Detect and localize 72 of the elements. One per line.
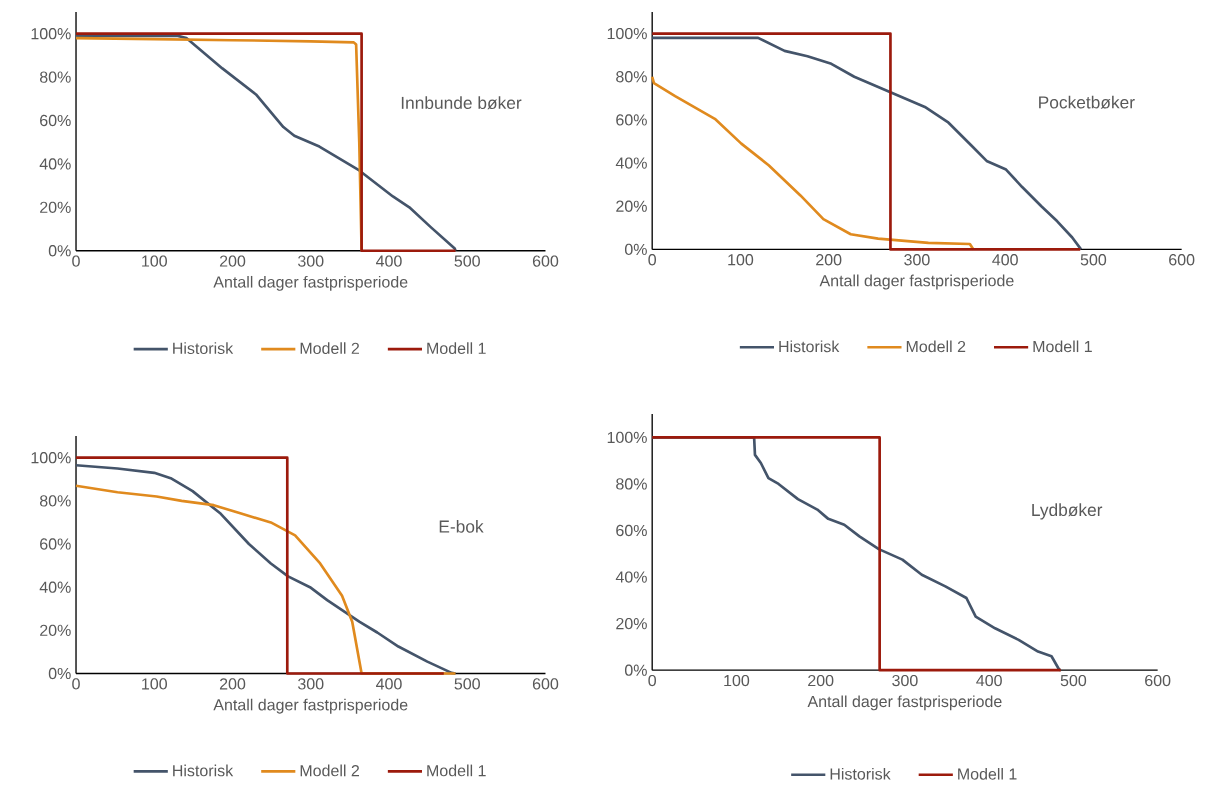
y-tick-label: 40% [39,581,71,594]
y-tick-label: 100% [31,28,71,40]
x-tick-label: 0 [648,675,657,687]
y-tick-label: 0% [624,243,647,256]
y-tick-label: 40% [39,158,71,170]
x-tick-label: 500 [454,255,480,267]
legend-label: Modell 2 [300,764,359,777]
x-tick-label: 600 [1169,254,1195,266]
x-tick-label: 200 [219,255,246,267]
x-tick-label: 100 [728,254,754,266]
x-tick-label: 600 [532,255,559,267]
x-tick-label: 300 [892,675,918,687]
y-tick-label: 80% [616,478,647,490]
legend-label: Modell 1 [427,342,486,355]
legend-label: Historisk [173,342,234,355]
x-axis-title: Antall dager fastprisperiode [819,274,1014,290]
y-tick-label: 40% [615,157,647,169]
y-tick-label: 20% [40,201,71,214]
y-tick-label: 0% [48,245,71,257]
y-tick-label: 80% [616,71,647,83]
y-tick-label: 20% [616,618,647,630]
y-tick-label: 60% [616,114,647,126]
legend-label: Modell 1 [1033,340,1092,353]
x-tick-label: 400 [376,678,402,690]
x-tick-label: 100 [142,678,167,690]
x-axis-title: Antall dager fastprisperiode [213,276,408,292]
line-series [650,75,975,251]
legend-label: Modell 2 [300,342,359,355]
x-tick-label: 500 [1080,254,1107,266]
x-tick-label: 0 [72,678,80,690]
y-tick-label: 20% [616,200,647,213]
x-tick-label: 0 [72,255,80,267]
x-tick-label: 100 [724,675,750,687]
legend-label: Modell 1 [958,768,1017,780]
legend-label: Modell 1 [427,764,486,777]
text: Innbunde bøker [401,96,522,110]
text: Lydbøker [1032,503,1103,520]
y-tick-label: 100% [607,28,647,40]
legend-label: Historisk [779,340,840,353]
x-tick-label: 200 [816,254,842,266]
x-tick-label: 600 [532,678,559,690]
x-tick-label: 400 [976,675,1002,687]
legend-label: Historisk [173,764,234,777]
y-tick-label: 20% [40,624,71,637]
y-tick-label: 100% [607,431,647,444]
x-axis-title: Antall dager fastprisperiode [213,698,408,714]
y-tick-label: 60% [40,538,71,550]
x-tick-label: 100 [142,255,167,267]
y-tick-label: 60% [40,115,71,127]
x-tick-label: 400 [992,254,1018,266]
y-tick-label: 60% [616,525,647,537]
text: E-bok [439,520,484,533]
x-tick-label: 200 [219,678,246,690]
y-tick-label: 40% [615,571,647,583]
x-tick-label: 300 [904,254,930,266]
y-tick-label: 80% [39,71,71,83]
text: Pocketbøker [1039,95,1135,109]
y-tick-label: 0% [624,664,647,677]
x-axis-title: Antall dager fastprisperiode [807,695,1002,711]
legend-label: Historisk [830,768,891,780]
x-tick-label: 300 [298,678,324,690]
x-tick-label: 600 [1145,675,1171,687]
y-tick-label: 100% [31,452,71,464]
x-tick-label: 300 [298,255,324,267]
x-tick-label: 200 [808,675,834,687]
x-tick-label: 0 [648,254,657,266]
legend-label: Modell 2 [906,340,966,353]
x-tick-label: 500 [454,678,480,690]
x-tick-label: 400 [376,255,402,267]
x-tick-label: 500 [1060,675,1087,687]
y-tick-label: 0% [48,668,71,680]
y-tick-label: 80% [39,495,71,507]
